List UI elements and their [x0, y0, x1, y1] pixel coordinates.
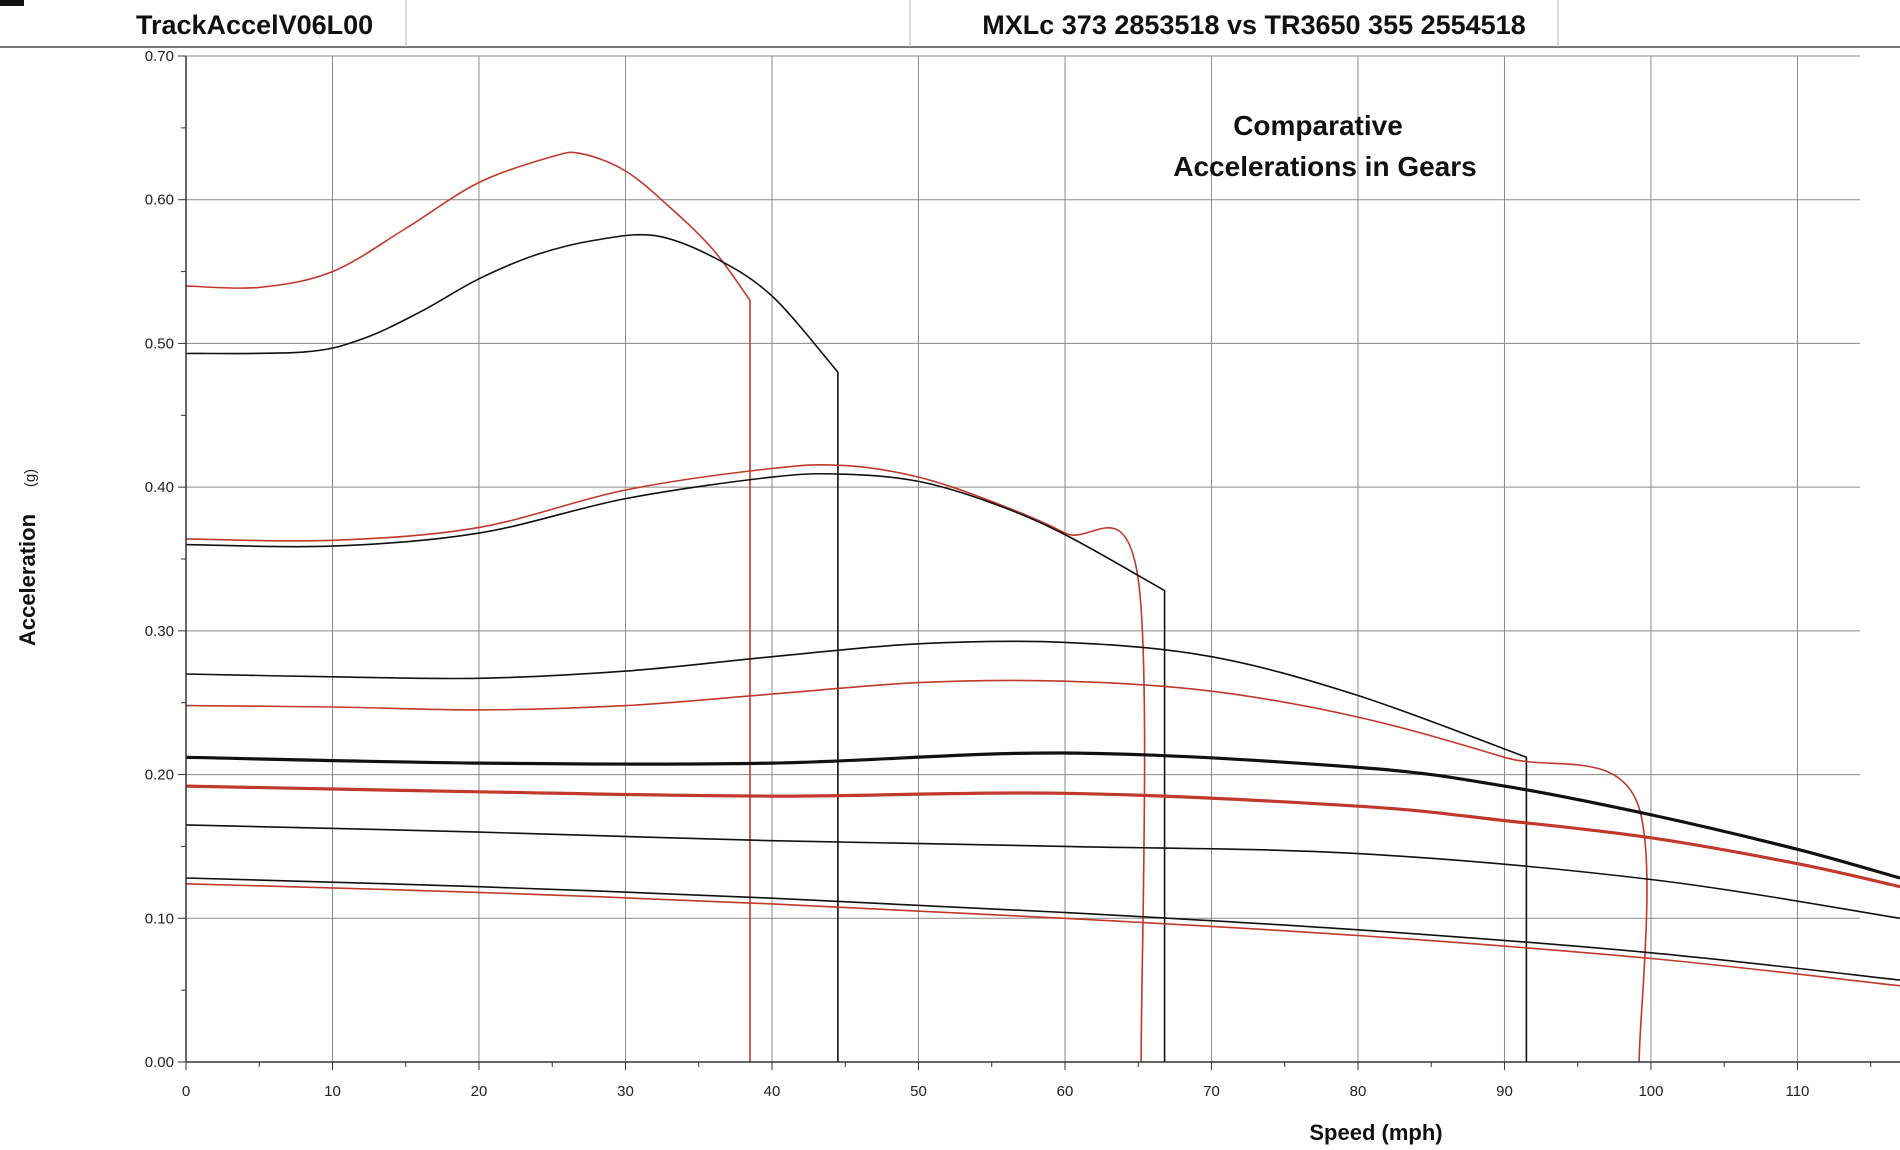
- y-tick-label: 0.10: [145, 910, 174, 927]
- plot-background: [186, 56, 1900, 1062]
- x-tick-label: 60: [1057, 1083, 1074, 1100]
- x-tick-label: 40: [764, 1083, 781, 1100]
- series-line-4: [185, 472, 1166, 1062]
- x-tick-label: 90: [1496, 1083, 1513, 1100]
- series-line-10: [185, 877, 1900, 981]
- x-tick-label: 0: [182, 1083, 190, 1100]
- series-line-8: [185, 784, 1900, 889]
- y-tick-label: 0.20: [145, 767, 174, 784]
- axis-ticks: 0 10 20 30 40 50 60 70 80 90 100 110 0.00 0.10 0.20 0.3…: [145, 48, 1872, 1100]
- header-bar: TrackAccelV06L00 MXLc 373 2853518 vs TR3…: [0, 0, 1900, 48]
- y-tick-label: 0.40: [145, 479, 174, 496]
- x-tick-label: 110: [1785, 1083, 1809, 1100]
- header-right-title: MXLc 373 2853518 vs TR3650 355 2554518: [982, 10, 1525, 40]
- x-tick-label: 20: [471, 1083, 488, 1100]
- y-tick-label: 0.70: [145, 48, 174, 65]
- y-axis-title: Acceleration: [15, 514, 40, 646]
- header-background: [0, 0, 1900, 47]
- x-tick-label: 50: [910, 1083, 927, 1100]
- series-line-7: [185, 751, 1900, 880]
- series-line-6: [185, 679, 1648, 1063]
- header-left-title: TrackAccelV06L00: [136, 10, 373, 40]
- series-group: [185, 151, 1900, 1063]
- y-tick-label: 0.30: [145, 623, 174, 640]
- x-tick-label: 100: [1638, 1083, 1663, 1100]
- x-axis-title: Speed (mph): [1309, 1120, 1442, 1145]
- x-tick-label: 80: [1350, 1083, 1367, 1100]
- series-line-2: [185, 233, 839, 1062]
- x-tick-label: 70: [1203, 1083, 1220, 1100]
- series-line-11: [185, 883, 1900, 987]
- series-line-1: [185, 151, 751, 1062]
- y-tick-label: 0.50: [145, 335, 174, 352]
- x-tick-label: 10: [324, 1083, 341, 1100]
- chart-annotation-line2: Accelerations in Gears: [1173, 151, 1476, 182]
- plot-area: 0 10 20 30 40 50 60 70 80 90 100 110 0.00 0.10 0.20 0.3…: [145, 48, 1900, 1100]
- grid: [186, 55, 1860, 1062]
- y-tick-label: 0.60: [145, 192, 174, 209]
- series-line-3: [185, 463, 1146, 1063]
- chart-annotation-line1: Comparative: [1233, 110, 1403, 141]
- series-line-9: [185, 824, 1900, 920]
- y-tick-label: 0.00: [145, 1054, 174, 1071]
- y-axis-unit: (g): [22, 469, 39, 487]
- window-corner-icon: [0, 0, 24, 6]
- x-tick-label: 30: [617, 1083, 634, 1100]
- series-line-5: [185, 640, 1528, 1062]
